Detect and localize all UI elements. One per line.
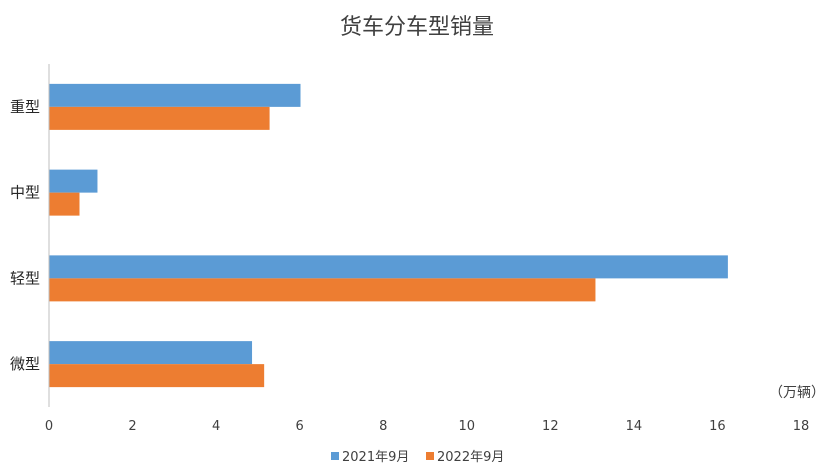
x-tick-label: 16	[709, 419, 726, 434]
legend-label-2: 2022年9月	[437, 450, 504, 465]
chart-title: 货车分车型销量	[340, 15, 494, 40]
bar-2-3	[49, 278, 596, 302]
x-axis-ticks: 0 2 4 6 8 10 12 14 16 18	[45, 419, 809, 434]
legend: 2021年9月 2022年9月	[331, 450, 504, 465]
x-tick-label: 8	[379, 419, 387, 434]
x-tick-label: 0	[45, 419, 53, 434]
x-tick-label: 4	[212, 419, 220, 434]
category-label: 中型	[10, 184, 40, 202]
bar-1-4	[49, 341, 253, 365]
legend-swatch-1	[331, 452, 339, 460]
legend-swatch-2	[426, 452, 434, 460]
bar-2-2	[49, 192, 80, 216]
unit-label: （万辆）	[769, 385, 825, 401]
bar-1-1	[49, 83, 301, 107]
bar-1-3	[49, 255, 728, 279]
bars-group	[49, 83, 728, 388]
category-label: 重型	[10, 98, 40, 116]
legend-label-1: 2021年9月	[342, 450, 409, 465]
bar-1-2	[49, 169, 98, 193]
category-label: 微型	[10, 355, 40, 373]
x-tick-label: 14	[626, 419, 643, 434]
x-tick-label: 10	[459, 419, 476, 434]
bar-2-4	[49, 364, 265, 388]
category-label: 轻型	[10, 269, 40, 287]
x-tick-label: 6	[296, 419, 304, 434]
x-tick-label: 18	[793, 419, 810, 434]
x-tick-label: 12	[542, 419, 559, 434]
bar-2-1	[49, 106, 270, 130]
x-tick-label: 2	[128, 419, 136, 434]
